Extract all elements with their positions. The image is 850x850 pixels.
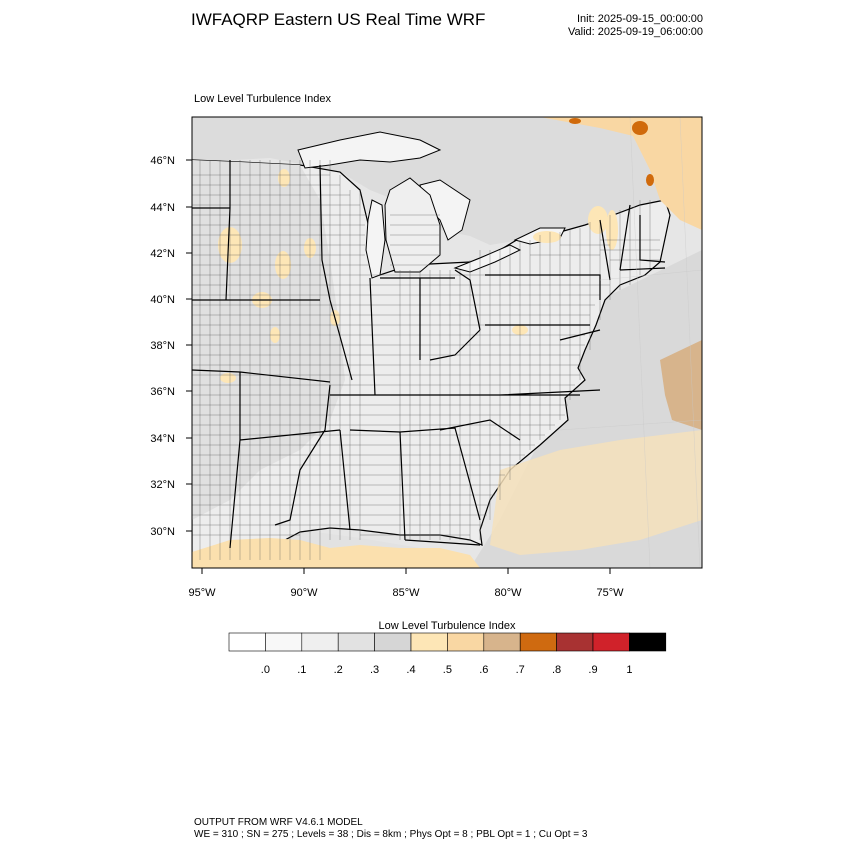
colorbar-box [519, 632, 557, 652]
lon-label: 80°W [494, 587, 522, 599]
colorbar-title: Low Level Turbulence Index [379, 620, 516, 632]
colorbar-box [410, 632, 448, 652]
colorbar-box [265, 632, 303, 652]
colorbar-box [337, 632, 375, 652]
lake-michigan [365, 199, 386, 279]
colorbar-box [447, 632, 485, 652]
colorbar-label: .9 [588, 664, 597, 676]
colorbar-box [301, 632, 339, 652]
model-footer: OUTPUT FROM WRF V4.6.1 MODEL WE = 310 ; … [194, 817, 587, 841]
quebec-turbulence [540, 117, 702, 150]
map-subtitle: Low Level Turbulence Index [194, 93, 331, 105]
lat-label: 36°N [150, 386, 175, 398]
colorbar-label: .7 [516, 664, 525, 676]
ocean-turbulence-dark [660, 340, 702, 430]
init-time: Init: 2025-09-15_00:00:00 [577, 13, 703, 25]
colorbar-label: 1 [626, 664, 632, 676]
colorbar-label: .2 [334, 664, 343, 676]
county-lines [192, 160, 660, 560]
state-borders [192, 160, 666, 549]
colorbar-box [592, 632, 630, 652]
colorbar-label: .0 [261, 664, 270, 676]
lat-label: 34°N [150, 433, 175, 445]
lat-label: 40°N [150, 294, 175, 306]
gulf-turbulence [192, 538, 480, 568]
colorbar-labels: .0 .1 .2 .3 .4 .5 .6 .7 .8 .9 1 [261, 664, 633, 676]
colorbar-box [556, 632, 594, 652]
atlantic-turbulence [490, 430, 702, 555]
turbulence-peak-patches [569, 118, 654, 186]
lon-label: 90°W [290, 587, 318, 599]
colorbar-box [483, 632, 521, 652]
footer-line1: OUTPUT FROM WRF V4.6.1 MODEL [194, 817, 363, 828]
lon-ticks [201, 568, 611, 574]
colorbar-label: .3 [370, 664, 379, 676]
colorbar-boxes [228, 632, 667, 652]
lat-label: 32°N [150, 479, 175, 491]
colorbar-label: .6 [479, 664, 488, 676]
lat-labels: 46°N 44°N 42°N 40°N 38°N 36°N 34°N 32°N … [150, 155, 175, 538]
graticule [559, 117, 702, 568]
valid-time: Valid: 2025-09-19_06:00:00 [568, 26, 703, 38]
map-area [192, 117, 702, 568]
lat-ticks [186, 159, 192, 532]
colorbar-label: .4 [406, 664, 415, 676]
lat-label: 46°N [150, 155, 175, 167]
lon-label: 85°W [392, 587, 420, 599]
colorbar-box [374, 632, 412, 652]
lat-label: 42°N [150, 248, 175, 260]
colorbar-label: .1 [297, 664, 306, 676]
time-info: Init: 2025-09-15_00:00:00 Valid: 2025-09… [568, 13, 703, 39]
lon-label: 95°W [188, 587, 216, 599]
colorbar-box [629, 632, 667, 652]
colorbar-label: .8 [552, 664, 561, 676]
lake-superior [297, 131, 442, 169]
lat-label: 30°N [150, 526, 175, 538]
footer-line2: WE = 310 ; SN = 275 ; Levels = 38 ; Dis … [194, 829, 588, 840]
lon-labels: 95°W 90°W 85°W 80°W 75°W [188, 587, 624, 599]
colorbar-box [228, 632, 266, 652]
lon-label: 75°W [596, 587, 624, 599]
map-frame [191, 116, 703, 569]
lat-label: 44°N [150, 202, 175, 214]
colorbar-label: .5 [443, 664, 452, 676]
plot-title: IWFAQRP Eastern US Real Time WRF [191, 10, 486, 29]
lat-label: 38°N [150, 340, 175, 352]
